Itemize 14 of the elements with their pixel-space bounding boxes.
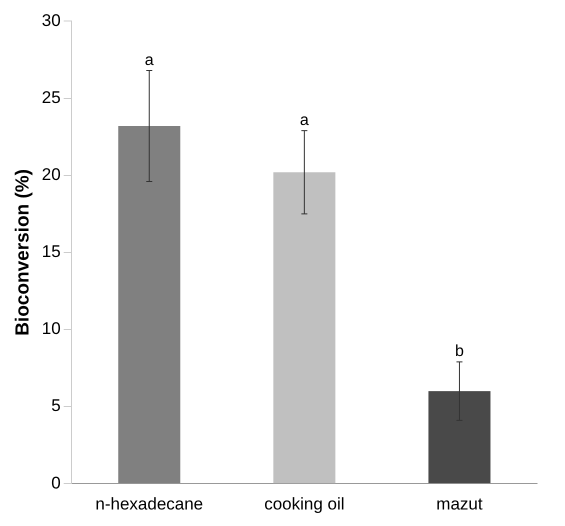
annotation: a [300,112,309,130]
annotation: b [455,343,464,360]
annotation: a [144,52,154,69]
x-tick-label: cooking oil [264,494,345,514]
y-tick-label: 30 [42,10,61,30]
y-tick-label: 5 [51,396,61,416]
y-tick-label: 10 [42,319,61,338]
x-tick-label: n-hexadecane [95,494,204,514]
y-tick-label: 15 [42,242,61,262]
y-tick-label: 20 [42,165,61,184]
x-tick-label: mazut [436,494,483,514]
y-tick-label: 0 [51,473,61,492]
y-axis-title: Bioconversion (%) [12,168,34,336]
y-tick-label: 25 [42,88,61,107]
